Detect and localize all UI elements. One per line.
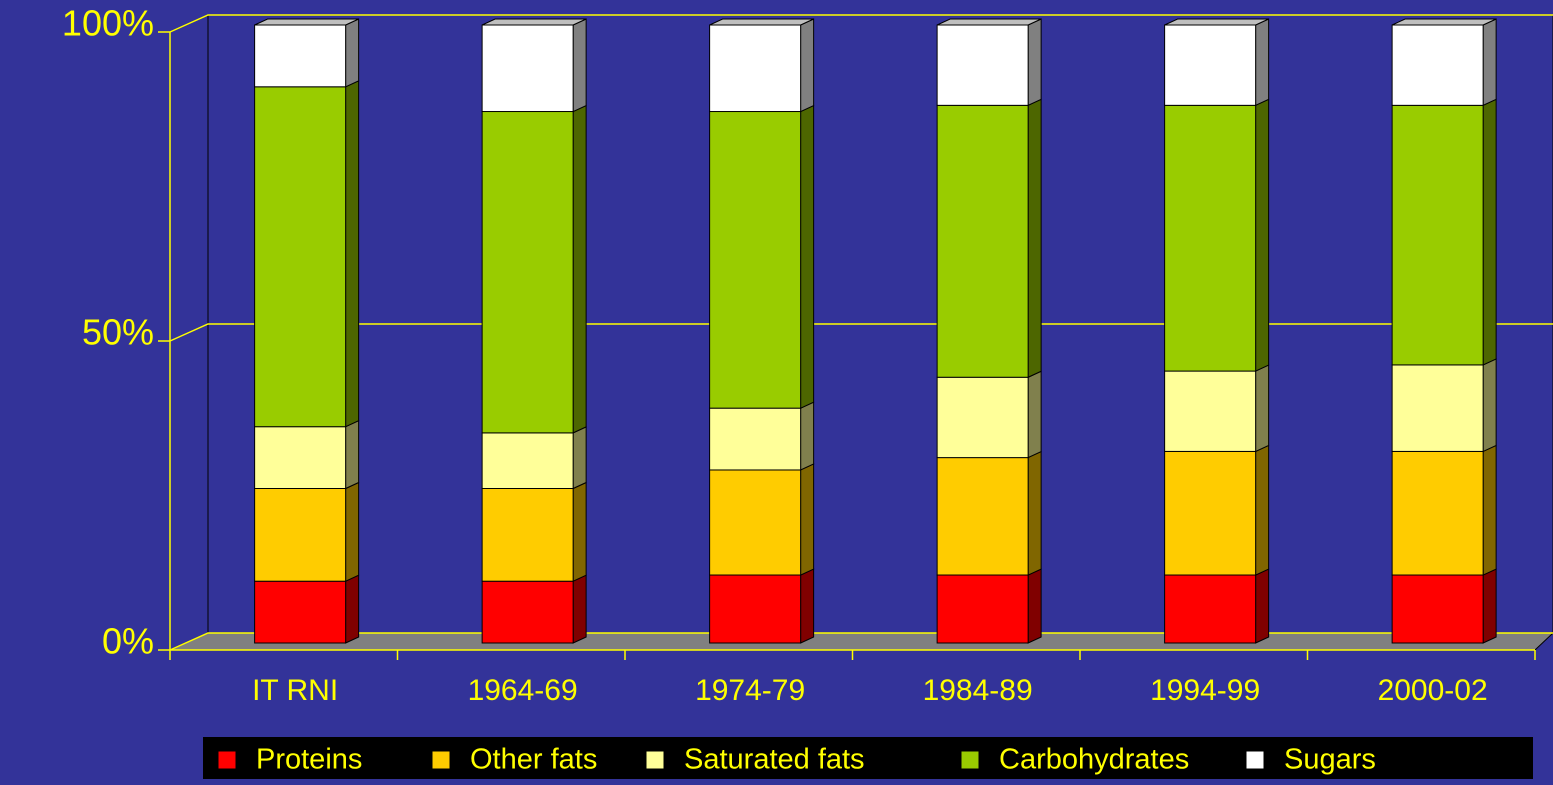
x-tick-label: 1994-99 [1150,674,1260,707]
bar-top [936,18,1042,26]
bar-top [481,18,587,26]
bar [481,580,574,644]
y-tick-label: 100% [62,3,154,44]
grid-line [169,632,1553,651]
bar [709,469,802,576]
bar [936,376,1029,459]
bar [1391,574,1484,644]
bar [481,24,574,113]
bar [936,24,1029,106]
bar [1164,24,1257,106]
bar-side [1255,98,1270,372]
bar [1164,574,1257,644]
bar [1164,450,1257,576]
bar-side [345,419,360,490]
bar [1391,104,1484,366]
bar-side [1255,568,1270,644]
bar-side [800,568,815,644]
grid-line [169,14,1553,33]
bar-side [1027,98,1042,379]
bar-top [254,18,359,26]
legend-label: Carbohydrates [999,744,1189,776]
bar-side [1482,568,1497,644]
y-tick-label: 0% [102,621,154,662]
legend-label: Proteins [256,744,362,776]
bar-side [345,18,360,88]
bar [481,111,574,434]
bar [709,407,802,471]
bar-side [345,481,360,582]
legend-swatch [217,750,237,770]
bar-side [800,401,815,471]
bar [936,104,1029,378]
legend-label: Saturated fats [684,744,865,776]
bar [709,574,802,644]
bar-side [1255,18,1270,107]
bar [254,580,347,644]
bar [254,24,347,88]
bar [254,86,347,428]
bar [1391,24,1484,106]
floor [169,632,1553,651]
bar-side [800,463,815,576]
bar-side [1255,364,1270,453]
bar-side [1027,370,1042,459]
bar [481,432,574,490]
bar-side [1482,18,1497,107]
bar-top [709,18,814,26]
bar-top [1164,18,1269,26]
x-tick-label: 2000-02 [1378,674,1488,707]
bar [254,488,347,582]
legend-swatch [960,750,980,770]
bar-side [1027,18,1042,107]
legend-swatch [431,750,451,770]
x-tick-label: 1974-79 [695,674,805,707]
bar-side [345,80,360,428]
bar-side [572,426,587,490]
bar [1391,364,1484,452]
bar [936,574,1029,644]
bar-side [1027,450,1042,576]
grid-line [169,323,1553,342]
bar-side [1482,444,1497,576]
bar-side [800,18,815,113]
x-tick-label: 1964-69 [468,674,578,707]
bar-side [572,481,587,582]
legend-label: Sugars [1284,744,1376,776]
bar-side [1482,358,1497,453]
bar-side [572,574,587,644]
legend-box [203,737,1533,779]
x-tick-label: IT RNI [252,674,338,707]
x-tick-label: 1984-89 [923,674,1033,707]
bar-side [572,18,587,113]
bar-side [345,574,360,644]
bar [1164,104,1257,372]
bar [709,111,802,409]
bar [936,457,1029,576]
bar-side [1255,444,1270,576]
bar [1164,370,1257,452]
bar-side [800,104,815,409]
bar [254,426,347,490]
legend-swatch [645,750,665,770]
bar-side [1027,568,1042,644]
bar-side [1482,98,1497,366]
y-tick-label: 50% [82,312,154,353]
bar-side [572,104,587,434]
legend-swatch [1245,750,1265,770]
bar [1391,450,1484,576]
bar-top [1391,18,1497,26]
legend-label: Other fats [470,744,597,776]
bar [481,488,574,582]
bar [709,24,802,113]
